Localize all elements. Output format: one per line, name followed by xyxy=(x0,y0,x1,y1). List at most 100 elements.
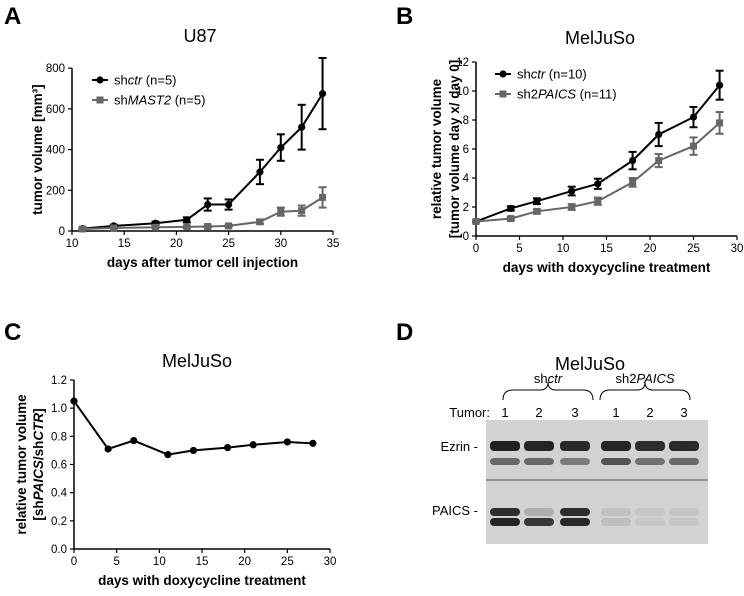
legend-marker xyxy=(96,96,104,104)
x-tick-label: 30 xyxy=(324,556,337,568)
blot-band xyxy=(560,441,590,451)
blot-band xyxy=(490,441,520,451)
x-tick-label: 10 xyxy=(557,243,570,255)
x-tick-label: 35 xyxy=(327,238,340,250)
data-point xyxy=(655,130,663,139)
chart-u87: U87 10 15 20 25 30 35 0 200 400 600 800 days after t… xyxy=(30,26,339,270)
x-tick-label: 0 xyxy=(473,243,479,255)
data-point xyxy=(568,187,576,195)
x-tick-label: 20 xyxy=(238,556,251,568)
y-tick-label: 0 xyxy=(463,231,469,243)
x-axis-label: days after tumor cell injection xyxy=(107,255,298,270)
data-point xyxy=(183,223,191,231)
lane-label: 3 xyxy=(680,405,687,420)
data-point xyxy=(204,200,212,209)
blot-band xyxy=(490,508,520,516)
x-tick-label: 10 xyxy=(153,556,166,568)
x-tick-label: 30 xyxy=(274,238,287,250)
data-point xyxy=(716,81,724,89)
data-point xyxy=(225,222,233,230)
y-tick-label: 0.0 xyxy=(51,544,67,556)
legend-marker xyxy=(96,76,104,84)
blot-band xyxy=(669,518,699,526)
y-tick-label: 1.0 xyxy=(51,403,67,415)
data-point xyxy=(298,123,306,131)
x-tick-label: 20 xyxy=(170,238,183,250)
blot-band xyxy=(669,441,699,451)
panel-label-a: A xyxy=(4,3,21,30)
x-tick-label: 20 xyxy=(644,243,657,255)
x-tick-label: 0 xyxy=(71,556,77,568)
data-point xyxy=(104,445,112,453)
chart-meljuso-volume: MelJuSo 0 5 10 15 20 25 30 0 2 4 6 8 10 12 days with do… xyxy=(429,28,743,275)
data-point xyxy=(594,180,602,188)
panel-label-c: C xyxy=(4,319,21,346)
blot-band xyxy=(601,458,631,465)
data-point xyxy=(533,207,541,215)
group-label-kd: sh2PAICS xyxy=(615,371,674,386)
x-tick-label: 5 xyxy=(516,243,522,255)
lane-label: 2 xyxy=(646,405,653,420)
y-axis-label: relative tumor volume xyxy=(429,78,444,219)
y-tick-label: 0.2 xyxy=(51,516,67,528)
x-tick-label: 15 xyxy=(600,243,613,255)
chart-title: MelJuSo xyxy=(162,351,232,371)
blot-band xyxy=(669,458,699,465)
data-point xyxy=(690,142,697,150)
tumor-label: Tumor: xyxy=(449,405,490,420)
legend-marker xyxy=(499,70,507,78)
series-line xyxy=(82,93,324,230)
y-tick-label: 200 xyxy=(46,185,65,197)
data-point xyxy=(70,397,78,405)
data-point xyxy=(130,436,138,445)
blot-band xyxy=(524,441,554,451)
data-point xyxy=(277,143,285,152)
data-point xyxy=(319,193,327,201)
western-blot-panel: MelJuSo shctr sh2PAICS Tumor: 1 2 3 1 2 3 Ezr… xyxy=(432,354,708,544)
x-tick-label: 25 xyxy=(281,556,294,568)
blot-band xyxy=(560,518,590,526)
data-point xyxy=(110,224,118,232)
panel-label-d: D xyxy=(396,319,413,346)
blot-band xyxy=(524,518,554,526)
data-point xyxy=(256,218,264,226)
data-point xyxy=(568,203,576,211)
panel-label-b: B xyxy=(396,3,413,30)
bracket-ctr xyxy=(502,381,594,401)
blot-band xyxy=(635,441,665,451)
blot-band xyxy=(490,458,520,465)
y-tick-label: 0 xyxy=(59,226,65,238)
data-point xyxy=(472,218,480,225)
x-tick-label: 15 xyxy=(118,238,131,250)
bracket-kd xyxy=(599,381,691,401)
blot-band xyxy=(601,518,631,526)
legend-label: sh2PAICS (n=11) xyxy=(517,87,617,102)
legend-label: shctr (n=10) xyxy=(517,67,587,82)
series-line xyxy=(82,196,324,230)
data-point xyxy=(204,223,212,231)
blot-band xyxy=(669,508,699,516)
y-tick-label: 400 xyxy=(46,145,65,157)
data-point xyxy=(689,113,698,121)
data-point xyxy=(533,197,541,205)
y-tick-label: 0.6 xyxy=(51,460,67,472)
y-axis-label-line2: [tumor volume day x/ day 0] xyxy=(447,60,462,239)
blot-band xyxy=(560,458,590,465)
y-tick-label: 1.2 xyxy=(51,375,67,387)
x-tick-label: 30 xyxy=(731,243,744,255)
y-tick-label: 12 xyxy=(456,57,469,69)
y-axis-label-line2: [shPAICS/shCTR] xyxy=(31,408,46,520)
data-point xyxy=(507,215,515,223)
blot-band xyxy=(524,508,554,516)
chart-meljuso-ratio: MelJuSo 0 5 10 15 20 25 30 0.0 0.2 0.4 0.6 0.8 1.0 1.2… xyxy=(14,351,336,588)
x-tick-label: 15 xyxy=(196,556,209,568)
data-point xyxy=(309,439,317,447)
blot-band xyxy=(635,518,665,526)
y-axis-label: relative tumor volume xyxy=(14,394,29,535)
y-tick-label: 4 xyxy=(463,173,470,185)
group-label-ctr: shctr xyxy=(534,371,563,386)
y-tick-label: 8 xyxy=(463,115,469,127)
blot-band xyxy=(490,518,520,526)
x-tick-label: 5 xyxy=(113,556,119,568)
